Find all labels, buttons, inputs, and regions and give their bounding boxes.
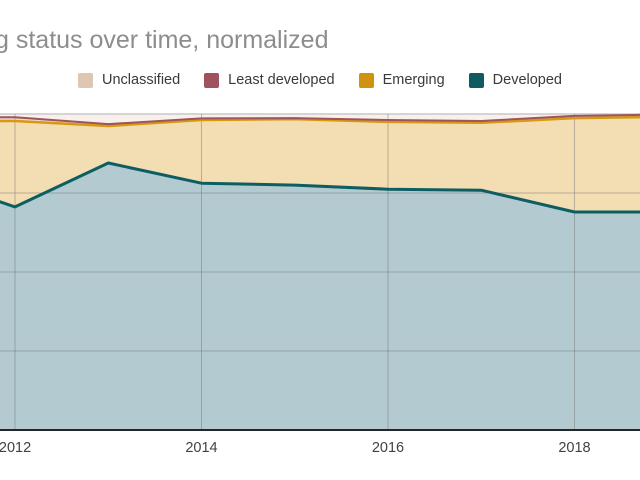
legend-label: Unclassified [102,72,181,88]
legend-swatch-icon [78,72,93,88]
legend-item: Unclassified [78,72,180,88]
area-developed [0,163,640,430]
chart-title: g status over time, normalized [0,26,329,54]
legend-label: Developed [492,72,562,88]
legend-item: Emerging [358,72,445,88]
x-tick-label: 2012 [0,440,31,456]
legend-swatch-icon [204,72,220,88]
line-developed [0,161,640,214]
legend-swatch-icon [468,72,484,88]
area-emerging [0,117,640,212]
chart-svg: 2012 2014 2016 2018 [0,113,640,456]
legend-label: Emerging [382,72,445,88]
legend-swatch-icon [358,72,374,88]
line-least-developed [0,113,640,126]
legend-item: Least developed [204,72,335,88]
x-tick-label: 2018 [558,440,590,456]
x-tick-label: 2014 [185,440,217,456]
chart-legend: Unclassified Least developed Emerging Devel… [0,70,640,90]
legend-item: Developed [468,72,562,88]
legend-label: Least developed [228,72,335,88]
area-unclassified [0,114,640,125]
x-tick-label: 2016 [372,440,404,456]
